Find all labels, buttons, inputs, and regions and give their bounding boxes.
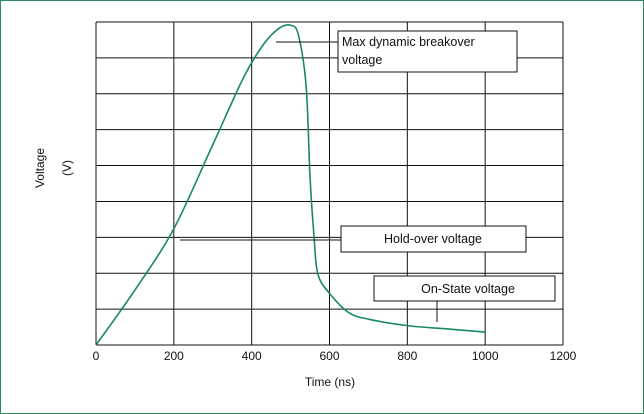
y-axis-title: Voltage — [33, 148, 47, 188]
x-tick-labels: 0 200 400 600 800 1000 1200 — [93, 349, 577, 363]
onstate-annotation-label: On-State voltage — [421, 282, 515, 296]
onstate-annotation-box — [373, 275, 556, 302]
x-axis-title: Time (ns) — [305, 375, 355, 389]
max-annotation-line1: Max dynamic breakover — [342, 35, 475, 49]
max-annotation-box — [337, 30, 518, 73]
x-tick-label: 800 — [397, 349, 417, 363]
max-annotation-line2: voltage — [342, 53, 382, 67]
voltage-series-line — [95, 24, 486, 346]
x-tick-label: 600 — [319, 349, 339, 363]
hold-annotation-label: Hold-over voltage — [384, 232, 482, 246]
x-tick-label: 400 — [242, 349, 262, 363]
x-tick-label: 0 — [93, 349, 100, 363]
hold-annotation-box — [340, 225, 527, 253]
x-tick-label: 200 — [164, 349, 184, 363]
x-tick-label: 1200 — [550, 349, 577, 363]
y-axis-unit: (V) — [60, 160, 74, 176]
series-layer — [95, 24, 486, 346]
x-tick-label: 1000 — [472, 349, 499, 363]
